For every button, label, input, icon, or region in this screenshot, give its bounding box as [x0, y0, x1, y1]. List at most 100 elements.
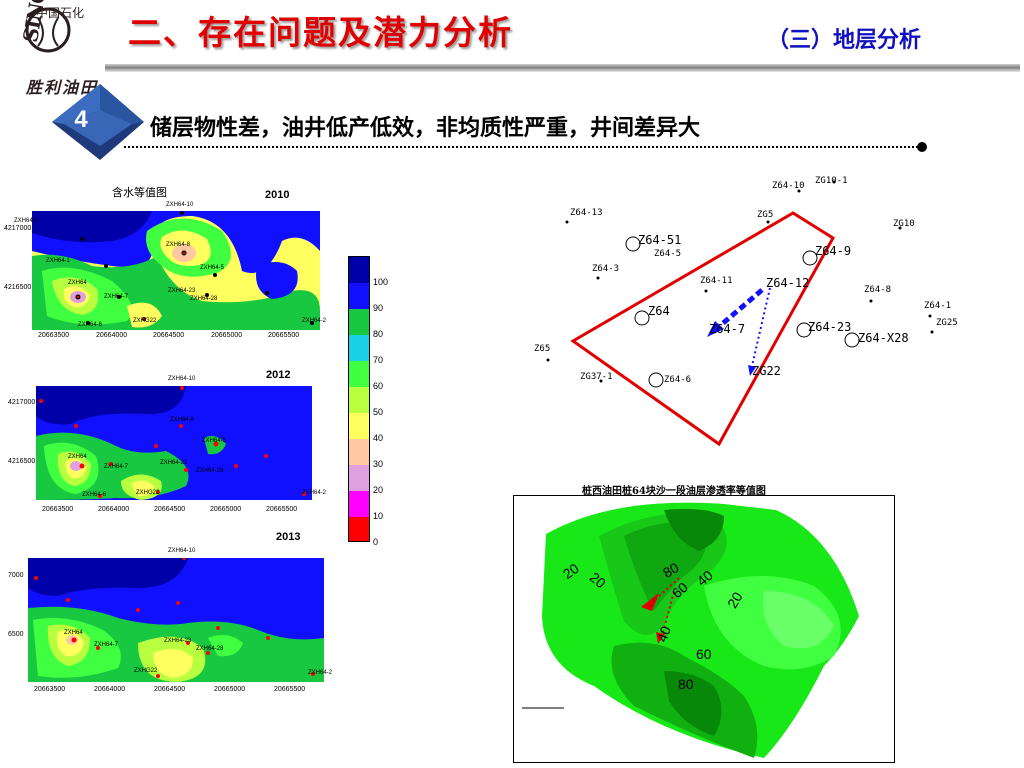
flow-arrow-dotted: [751, 287, 771, 367]
arrow-head: [707, 321, 724, 337]
legend-swatch: [349, 517, 369, 541]
legend-value: 80: [373, 329, 384, 339]
ytick: 7000: [8, 572, 24, 579]
well-label: ZXHG22: [134, 668, 158, 674]
well-label: ZXH64-23: [160, 460, 188, 466]
well-circle: [634, 310, 650, 326]
xtick: 20665000: [210, 506, 242, 513]
well-label: ZXH64-10: [166, 202, 194, 208]
legend-swatch: [349, 257, 369, 283]
xtick: 20663500: [42, 506, 74, 513]
legend-swatch: [349, 439, 369, 465]
xtick: 20664000: [94, 686, 126, 693]
well-label: ZXH64-2: [302, 490, 327, 496]
water-cut-caption: 含水等值图: [112, 186, 167, 199]
well-map-label: Z64-6: [664, 375, 692, 385]
well-label: ZXHG22: [133, 318, 157, 324]
well-map-label: Z64-5: [654, 249, 682, 259]
well-map-label: ZG22: [752, 364, 781, 378]
sinopec-logo: 中国石化 SINOPEC 胜利油田: [8, 0, 118, 97]
xtick: 20665000: [214, 686, 246, 693]
underline-end-dot: [917, 142, 927, 152]
well-map-label: Z64-13: [570, 208, 603, 218]
water-cut-map-2012: [36, 386, 312, 500]
well-map-label: Z64-12: [766, 276, 810, 290]
well-map-label: ZG37-1: [580, 372, 613, 382]
well-label: ZXH64-23: [164, 638, 192, 644]
well-label: ZXH64-10: [168, 376, 196, 382]
well-circle: [796, 322, 812, 338]
block-boundary: [570, 211, 836, 447]
xtick: 20665500: [274, 686, 306, 693]
legend-swatch: [349, 465, 369, 491]
well-label: ZXH64-6: [82, 492, 107, 498]
dotted-underline: [124, 146, 922, 148]
well-map-label: Z64-51: [638, 233, 682, 247]
well-map-label: ZG5: [757, 210, 774, 220]
water-cut-legend: [348, 256, 370, 542]
xtick: 20665500: [268, 332, 300, 339]
well-label: ZXH64-2: [302, 318, 327, 324]
well-label: ZXH64: [68, 280, 87, 286]
xtick: 20665000: [211, 332, 243, 339]
well-label: ZXHG22: [136, 490, 160, 496]
ytick: 6500: [8, 631, 24, 638]
well-label: ZXH64-8: [170, 417, 195, 423]
well-label: ZXH64-8: [166, 242, 191, 248]
water-cut-map-2013: [28, 558, 324, 682]
well-map-label: Z64-23: [808, 320, 852, 334]
well-map-label: Z65: [534, 344, 551, 354]
well-label: ZXH64-28: [196, 646, 224, 652]
well-label: ZXH64-2: [14, 218, 39, 224]
xtick: 20663500: [38, 332, 70, 339]
well-label: ZXH64-28: [190, 296, 218, 302]
well-label: ZXH64-1: [46, 258, 71, 264]
well-location-map: [546, 180, 934, 447]
legend-swatch: [349, 309, 369, 335]
year-label-2013: 2013: [276, 531, 301, 543]
well-label: ZXH64-7: [94, 642, 119, 648]
legend-value: 20: [373, 485, 384, 495]
badge-number: 4: [74, 106, 88, 133]
legend-swatch: [349, 361, 369, 387]
xtick: 20663500: [34, 686, 66, 693]
legend-value: 100: [373, 277, 389, 287]
legend-swatch: [349, 491, 369, 517]
perm-arrow-dotted: [653, 577, 680, 602]
legend-value: 30: [373, 459, 384, 469]
well-circle: [844, 332, 860, 348]
xtick: 20664500: [153, 332, 185, 339]
well-label: ZXH64-6: [78, 322, 103, 328]
well-map-label: Z64-11: [700, 276, 733, 286]
permeability-map: [513, 495, 895, 763]
number-badge-shape: [52, 84, 144, 160]
ytick: 4217000: [4, 225, 32, 232]
well-label: ZXH64: [68, 454, 87, 460]
well-circle: [802, 250, 818, 266]
legend-value: 10: [373, 511, 384, 521]
legend-value: 0: [373, 537, 379, 547]
legend-value: 90: [373, 303, 384, 313]
well-map-label: Z64-7: [709, 322, 746, 336]
well-label: ZXH64-7: [104, 464, 129, 470]
well-label: ZXH64-23: [168, 288, 196, 294]
well-map-label: ZG25: [936, 318, 958, 328]
well-map-label: Z64-8: [864, 285, 892, 295]
well-map-label: Z64-1: [924, 301, 952, 311]
well-label: ZXH64-5: [202, 438, 227, 444]
year-label-2010: 2010: [265, 189, 290, 201]
main-title: 二、存在问题及潜力分析: [128, 13, 513, 52]
well-label: ZXH64: [64, 630, 83, 636]
well-map-label: Z64-9: [815, 244, 852, 258]
legend-value: 60: [373, 381, 384, 391]
logo-chinese-text: 中国石化: [36, 6, 85, 20]
perm-arrow-head: [641, 593, 659, 611]
sinopec-emblem-icon: [25, 7, 71, 53]
xtick: 20664500: [154, 686, 186, 693]
well-label: ZXH64-7: [104, 294, 129, 300]
well-label: ZXH64-2: [308, 670, 333, 676]
permeability-map-title: 桩西油田桩64块沙一段油层渗透率等值图: [582, 486, 766, 497]
legend-value: 50: [373, 407, 384, 417]
arrow-head: [748, 365, 756, 376]
